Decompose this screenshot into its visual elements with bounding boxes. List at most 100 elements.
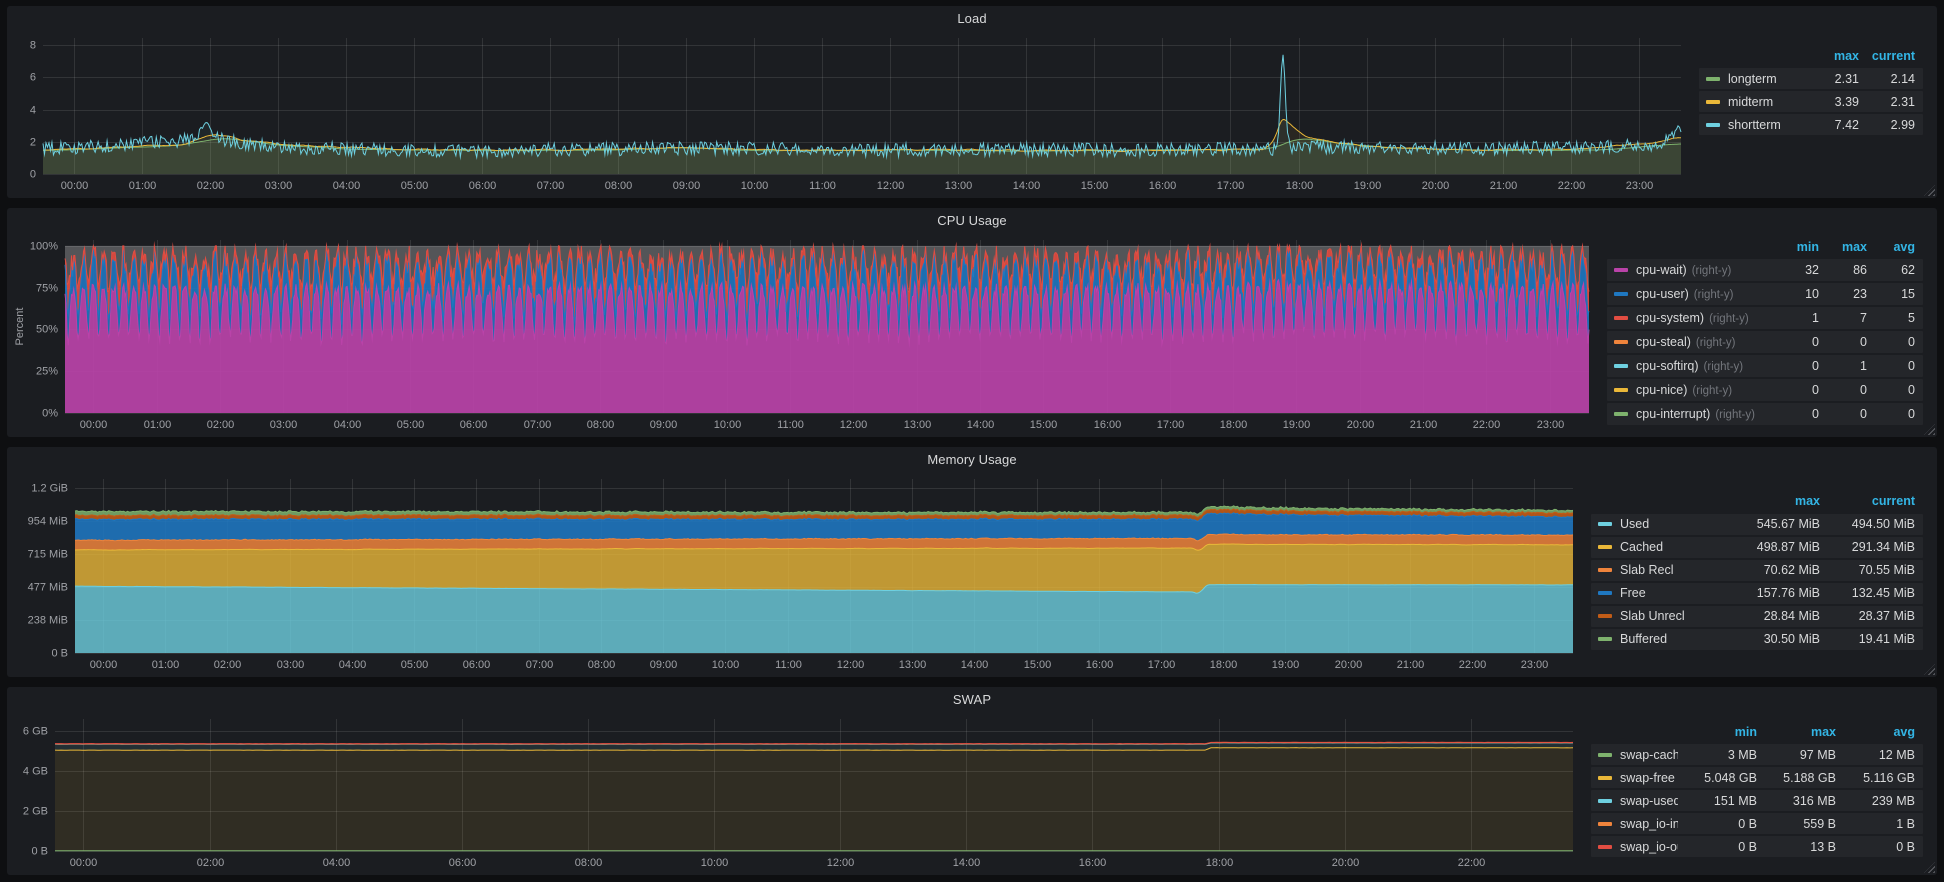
legend-col-current[interactable]: current bbox=[1871, 48, 1915, 63]
legend-col-max[interactable]: max bbox=[1833, 48, 1859, 63]
legend-value: 494.50 MiB bbox=[1851, 517, 1915, 531]
legend-value: 5.116 GB bbox=[1863, 770, 1915, 785]
legend-value: 1 B bbox=[1896, 816, 1915, 831]
legend-swatch-icon[interactable] bbox=[1598, 614, 1612, 618]
legend-value: 0 bbox=[1908, 407, 1915, 421]
legend-swatch-icon[interactable] bbox=[1614, 292, 1628, 296]
legend-series-note: (right-y) bbox=[1703, 360, 1744, 373]
legend-value: 62 bbox=[1901, 263, 1915, 277]
panel-title[interactable]: Load bbox=[957, 11, 987, 26]
legend-series-label[interactable]: midterm bbox=[1728, 94, 1774, 109]
legend-col-max[interactable]: max bbox=[1841, 239, 1867, 254]
legend-col-min[interactable]: min bbox=[1796, 239, 1819, 254]
legend-swatch-icon[interactable] bbox=[1706, 122, 1720, 127]
panel-header[interactable]: CPU Usage bbox=[7, 208, 1937, 233]
legend-series-label[interactable]: swap-used bbox=[1620, 793, 1678, 808]
panel-resize-handle-icon[interactable] bbox=[1924, 862, 1935, 873]
legend-value: 0 bbox=[1812, 335, 1819, 349]
legend-col-max[interactable]: max bbox=[1810, 724, 1836, 739]
legend-series-label[interactable]: Cached bbox=[1620, 540, 1664, 554]
legend-value: 15 bbox=[1901, 287, 1915, 301]
legend-swatch-icon[interactable] bbox=[1614, 316, 1628, 320]
legend-series-note: (right-y) bbox=[1715, 408, 1755, 421]
legend-series-note: (right-y) bbox=[1692, 384, 1733, 397]
panel-header[interactable]: Load bbox=[7, 6, 1937, 31]
legend-row: swap-used 151 MB 316 MB 239 MB bbox=[1591, 790, 1923, 811]
panel-title[interactable]: Memory Usage bbox=[927, 452, 1017, 467]
legend-series-label[interactable]: cpu-nice) (right-y) bbox=[1636, 382, 1733, 397]
legend-value: 291.34 MiB bbox=[1851, 540, 1915, 554]
legend-swatch-icon[interactable] bbox=[1598, 591, 1612, 595]
legend-value: 498.87 MiB bbox=[1756, 540, 1820, 554]
legend-swatch-icon[interactable] bbox=[1598, 844, 1612, 849]
legend-value: 5 bbox=[1908, 311, 1915, 325]
legend-series-label[interactable]: swap_io-in bbox=[1620, 816, 1678, 831]
legend-col-current[interactable]: current bbox=[1871, 494, 1915, 508]
legend-row: Cached 498.87 MiB 291.34 MiB bbox=[1591, 536, 1923, 558]
legend-series-label[interactable]: swap-free bbox=[1620, 770, 1675, 785]
legend-row: Slab Recl 70.62 MiB 70.55 MiB bbox=[1591, 559, 1923, 581]
legend-value: 0 bbox=[1908, 335, 1915, 349]
legend-col-max[interactable]: max bbox=[1794, 494, 1820, 508]
legend-swatch-icon[interactable] bbox=[1614, 388, 1628, 392]
panel-resize-handle-icon[interactable] bbox=[1924, 185, 1935, 196]
legend-row: cpu-nice) (right-y) 0 0 0 bbox=[1607, 379, 1923, 401]
legend-col-avg[interactable]: avg bbox=[1893, 239, 1915, 254]
legend-swatch-icon[interactable] bbox=[1598, 637, 1612, 641]
legend-series-label[interactable]: Free bbox=[1620, 586, 1646, 600]
panel-title[interactable]: CPU Usage bbox=[937, 213, 1007, 228]
legend-value: 0 bbox=[1812, 407, 1819, 421]
panel-resize-handle-icon[interactable] bbox=[1924, 424, 1935, 435]
legend-swatch-icon[interactable] bbox=[1614, 412, 1628, 416]
legend-swatch-icon[interactable] bbox=[1598, 752, 1612, 757]
legend-row: Slab Unrecl 28.84 MiB 28.37 MiB bbox=[1591, 605, 1923, 627]
load-chart bbox=[9, 31, 1695, 195]
memory-chart-canvas[interactable] bbox=[9, 472, 1587, 674]
legend-swatch-icon[interactable] bbox=[1706, 76, 1720, 81]
load-chart-canvas[interactable] bbox=[9, 31, 1695, 195]
swap-chart bbox=[9, 712, 1587, 872]
legend-series-label[interactable]: cpu-wait) (right-y) bbox=[1636, 262, 1732, 277]
legend-col-min[interactable]: min bbox=[1734, 724, 1757, 739]
legend-value: 239 MB bbox=[1871, 793, 1915, 808]
legend-swatch-icon[interactable] bbox=[1706, 99, 1720, 104]
panel-title[interactable]: SWAP bbox=[952, 692, 992, 707]
legend-value: 3.39 bbox=[1834, 94, 1859, 109]
legend-series-label[interactable]: Slab Recl bbox=[1620, 563, 1674, 577]
legend-series-label[interactable]: swap_io-out bbox=[1620, 839, 1678, 854]
cpu-chart-canvas[interactable] bbox=[9, 233, 1603, 434]
legend-value: 3 MB bbox=[1727, 747, 1757, 762]
legend-swatch-icon[interactable] bbox=[1614, 364, 1628, 368]
swap-chart-canvas[interactable] bbox=[9, 712, 1587, 872]
legend-series-label[interactable]: cpu-softirq) (right-y) bbox=[1636, 358, 1744, 373]
legend-swatch-icon[interactable] bbox=[1598, 775, 1612, 780]
legend-series-note: (right-y) bbox=[1695, 336, 1736, 349]
panel-header[interactable]: SWAP bbox=[7, 687, 1937, 712]
legend-swatch-icon[interactable] bbox=[1614, 268, 1628, 272]
legend-swatch-icon[interactable] bbox=[1598, 568, 1612, 572]
legend-series-label[interactable]: Slab Unrecl bbox=[1620, 609, 1685, 623]
legend-series-label[interactable]: Used bbox=[1620, 517, 1650, 531]
legend-swatch-icon[interactable] bbox=[1598, 522, 1612, 526]
legend-row: swap-free 5.048 GB 5.188 GB 5.116 GB bbox=[1591, 767, 1923, 788]
legend-series-label[interactable]: shortterm bbox=[1728, 117, 1781, 132]
legend-series-label[interactable]: cpu-system) (right-y) bbox=[1636, 310, 1749, 325]
legend-swatch-icon[interactable] bbox=[1598, 798, 1612, 803]
legend-col-avg[interactable]: avg bbox=[1893, 724, 1915, 739]
legend-swatch-icon[interactable] bbox=[1598, 821, 1612, 826]
legend-series-label[interactable]: swap-cached bbox=[1620, 747, 1678, 762]
legend-series-label[interactable]: cpu-steal) (right-y) bbox=[1636, 334, 1736, 349]
legend-series-label[interactable]: cpu-interrupt) (right-y) bbox=[1636, 406, 1755, 421]
memory-chart bbox=[9, 472, 1587, 674]
legend-value: 0 B bbox=[1738, 839, 1757, 854]
legend-value: 1 bbox=[1812, 311, 1819, 325]
legend-series-label[interactable]: longterm bbox=[1728, 71, 1777, 86]
panel-resize-handle-icon[interactable] bbox=[1924, 664, 1935, 675]
legend-series-label[interactable]: Buffered bbox=[1620, 632, 1668, 646]
legend-series-label[interactable]: cpu-user) (right-y) bbox=[1636, 286, 1734, 301]
legend-row: swap-cached 3 MB 97 MB 12 MB bbox=[1591, 744, 1923, 765]
legend-swatch-icon[interactable] bbox=[1598, 545, 1612, 549]
panel-header[interactable]: Memory Usage bbox=[7, 447, 1937, 472]
legend-swatch-icon[interactable] bbox=[1614, 340, 1628, 344]
legend-value: 97 MB bbox=[1799, 747, 1836, 762]
